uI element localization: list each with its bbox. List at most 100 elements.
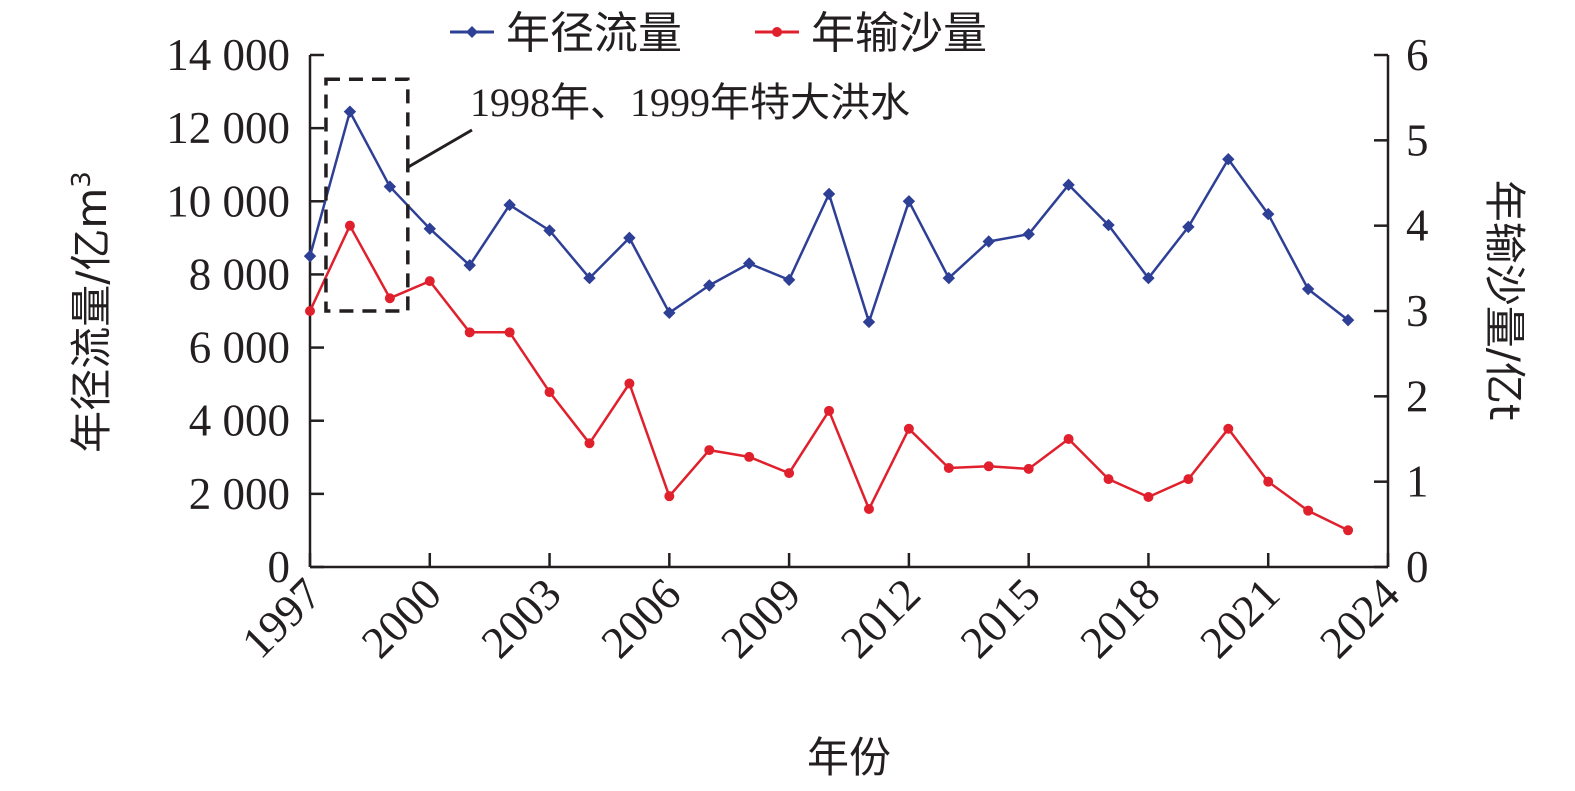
series-2-point — [1103, 474, 1114, 485]
series-2-point — [983, 461, 994, 472]
x-tick-label: 2009 — [711, 569, 810, 668]
series-line-2 — [308, 224, 1349, 532]
series-1-point — [703, 279, 716, 292]
series-2-point — [584, 438, 595, 449]
y-left-tick-label: 10 000 — [166, 176, 290, 226]
annotation-box — [324, 77, 410, 313]
series-2-point — [624, 378, 635, 389]
legend-item-1: 年径流量 — [450, 8, 682, 59]
legend: 年径流量 年输沙量 — [450, 8, 987, 59]
series-2-point — [1303, 505, 1314, 516]
legend-label: 年径流量 — [506, 8, 682, 59]
series-1-point — [1262, 207, 1275, 221]
series-1-point — [862, 315, 876, 329]
series-1-point — [543, 224, 556, 237]
y-left-tick-label: 8 000 — [189, 249, 290, 299]
y-right-tick-label: 6 — [1406, 30, 1429, 80]
y-axis-right-title: 年输沙量/亿t — [1480, 180, 1529, 421]
y-left-tick-label: 12 000 — [166, 103, 290, 153]
x-tick-label: 1997 — [232, 569, 331, 668]
series-1-point — [1142, 271, 1155, 285]
series-2-point — [1223, 423, 1234, 434]
series-layer — [303, 105, 1355, 536]
series-2-point — [504, 327, 515, 338]
labels: 0 2 000 4 000 6 000 8 000 10 000 12 000 14 000 0… — [67, 30, 1529, 782]
series-2-point — [704, 445, 715, 456]
y-axis-left-title: 年径流量/亿m3 — [67, 171, 116, 453]
series-1-point — [1182, 220, 1195, 234]
series-1-point — [1301, 282, 1315, 296]
series-1-point — [1022, 227, 1035, 241]
series-2-point — [744, 451, 755, 462]
y-axis-left-title-superscript: 3 — [67, 171, 97, 188]
x-tick-label: 2015 — [951, 569, 1050, 668]
y-right-tick-label: 2 — [1406, 371, 1429, 421]
y-right-tick-label: 3 — [1406, 286, 1429, 336]
series-1-point — [303, 249, 317, 263]
axes — [308, 53, 1390, 569]
series-1-point — [663, 306, 676, 320]
series-1-point — [463, 259, 476, 272]
y-left-tick-label: 0 — [268, 542, 291, 592]
series-1-point — [1222, 153, 1235, 166]
x-tick-label: 2018 — [1071, 569, 1170, 668]
series-1-point — [583, 271, 596, 285]
legend-label: 年输沙量 — [811, 8, 987, 59]
y-left-tick-label: 4 000 — [189, 396, 290, 446]
x-tick-label: 2000 — [352, 569, 451, 668]
series-1-point — [902, 195, 916, 208]
y-left-tick-label: 14 000 — [166, 30, 290, 80]
y-right-tick-label: 4 — [1406, 201, 1429, 251]
series-2-point — [344, 220, 355, 231]
y-axis-left-title-text: 年径流量/亿m — [67, 188, 116, 453]
series-1-point — [423, 222, 436, 235]
series-2-point — [1263, 476, 1274, 487]
legend-item-2: 年输沙量 — [755, 8, 987, 59]
series-1-point — [822, 187, 836, 201]
series-2-point — [863, 503, 874, 514]
legend-swatch-marker — [772, 27, 782, 37]
series-1-point — [1062, 178, 1075, 192]
series-1-point — [742, 257, 756, 270]
series-2-point — [384, 293, 395, 304]
series-2-point — [424, 276, 435, 287]
series-2-point — [464, 327, 475, 338]
series-1-point — [623, 231, 636, 245]
y-right-tick-label: 1 — [1406, 457, 1429, 507]
series-2-point — [943, 463, 954, 474]
annotation: 1998年、1999年特大洪水 — [324, 77, 910, 313]
legend-swatch-marker — [466, 26, 478, 38]
series-2-point — [784, 468, 795, 479]
x-tick-label: 2003 — [472, 569, 571, 668]
series-1-point — [1341, 313, 1355, 327]
series-1-point — [782, 273, 796, 287]
y-left-tick-label: 6 000 — [189, 323, 290, 373]
series-1-point — [383, 180, 397, 193]
series-1-point — [503, 198, 516, 212]
y-right-tick-label: 5 — [1406, 115, 1429, 165]
series-2-point — [1063, 434, 1074, 444]
x-axis-title: 年份 — [807, 733, 891, 782]
series-1-point — [343, 105, 357, 118]
x-tick-label: 2012 — [831, 569, 930, 668]
y-right-tick-label: 0 — [1406, 542, 1429, 592]
series-1-point — [1102, 218, 1115, 232]
series-1-point — [942, 271, 956, 285]
series-2-point — [903, 423, 914, 434]
series-line-1 — [308, 110, 1349, 324]
y-left-tick-label: 2 000 — [189, 469, 290, 519]
annotation-text: 1998年、1999年特大洪水 — [470, 80, 910, 125]
series-1-point — [982, 235, 995, 248]
series-2-point — [664, 491, 675, 502]
annotation-leader — [407, 128, 473, 169]
series-2-point — [305, 306, 315, 316]
series-2-point — [1343, 525, 1354, 536]
x-tick-label: 2006 — [591, 569, 690, 668]
x-tick-label: 2021 — [1190, 569, 1289, 668]
series-2-point — [1183, 474, 1194, 485]
series-2-point — [1023, 463, 1034, 474]
series-2-point — [1143, 492, 1154, 503]
series-2-point — [824, 405, 835, 416]
x-tick-label: 2024 — [1310, 569, 1409, 668]
